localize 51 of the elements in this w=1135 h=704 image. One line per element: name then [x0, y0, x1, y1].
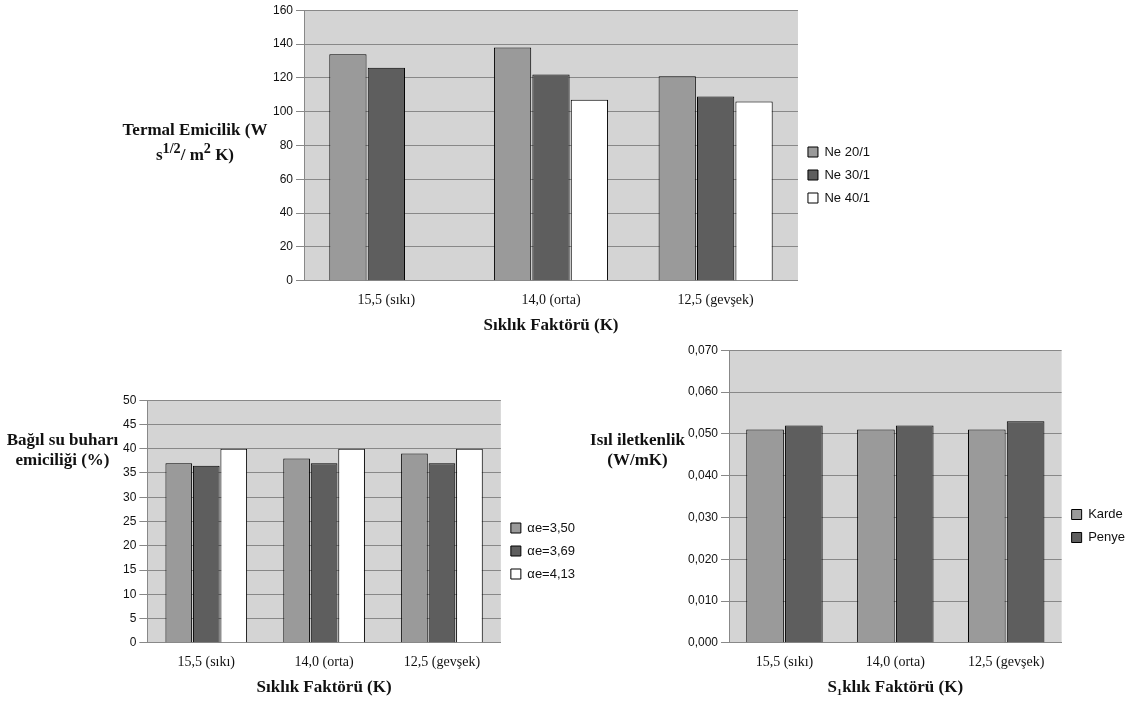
legend-label: αe=3,50 — [527, 519, 575, 535]
y-tick-label: 60 — [279, 171, 294, 186]
y-tick-label: 0 — [286, 273, 294, 288]
y-tick-label: 0,020 — [688, 551, 719, 566]
y-tick-label: 25 — [122, 513, 137, 528]
x-tick-label: 14,0 (orta) — [521, 291, 581, 308]
y-tick-label: 160 — [272, 2, 294, 17]
y-tick-label: 120 — [272, 70, 294, 85]
legend-label: Ne 30/1 — [824, 166, 871, 182]
y-tick-label: 140 — [272, 36, 294, 51]
x-tick-label: 15,5 (sıkı) — [177, 653, 236, 670]
x-tick-label: 15,5 (sıkı) — [357, 291, 416, 308]
y-axis-title: Termal Emicilik (W s$^{1/2}$/ m$^{2}$ K) — [121, 120, 269, 165]
y-tick-label: 0,070 — [688, 342, 719, 357]
legend-label: Penye — [1088, 529, 1126, 545]
y-axis-title: Bağıl su buharı emiciliği (%) — [5, 430, 120, 470]
x-tick-label: 15,5 (sıkı) — [755, 653, 814, 670]
y-tick-label: 40 — [279, 205, 294, 220]
y-tick-label: 5 — [129, 610, 137, 625]
x-axis-title: Sıklık Faktörü (K) — [256, 677, 392, 697]
y-tick-label: 0,030 — [688, 509, 719, 524]
y-tick-label: 0,000 — [688, 635, 719, 650]
y-tick-label: 15 — [122, 562, 137, 577]
x-tick-label: 14,0 (orta) — [865, 653, 926, 670]
y-tick-label: 0,060 — [688, 384, 719, 399]
x-tick-label: 12,5 (gevşek) — [677, 291, 755, 308]
y-axis-title: Isıl iletkenlik (W/mK) — [590, 430, 685, 470]
y-tick-label: 30 — [122, 489, 137, 504]
x-axis-title: S₁klık Faktörü (K) — [827, 677, 964, 697]
y-tick-label: 45 — [122, 416, 137, 431]
y-tick-label: 0,010 — [688, 593, 719, 608]
y-tick-label: 35 — [122, 465, 137, 480]
x-tick-label: 14,0 (orta) — [294, 653, 354, 670]
y-tick-label: 0,040 — [688, 467, 719, 482]
y-tick-label: 20 — [122, 538, 137, 553]
legend-label: Ne 20/1 — [824, 143, 871, 159]
y-tick-label: 0 — [129, 635, 137, 650]
x-tick-label: 12,5 (gevşek) — [968, 653, 1045, 670]
y-tick-label: 80 — [279, 137, 294, 152]
y-tick-label: 10 — [122, 586, 137, 601]
legend-label: αe=4,13 — [527, 565, 575, 581]
y-tick-label: 20 — [279, 239, 294, 254]
legend-label: αe=3,69 — [527, 542, 575, 558]
x-axis-title: Sıklık Faktörü (K) — [483, 315, 619, 335]
y-tick-label: 40 — [122, 441, 137, 456]
x-tick-label: 12,5 (gevşek) — [403, 653, 481, 670]
y-tick-label: 0,050 — [688, 426, 719, 441]
y-tick-label: 50 — [122, 392, 137, 407]
legend-label: Ne 40/1 — [824, 189, 871, 205]
legend-label: Karde — [1088, 506, 1123, 522]
y-tick-label: 100 — [272, 103, 294, 118]
